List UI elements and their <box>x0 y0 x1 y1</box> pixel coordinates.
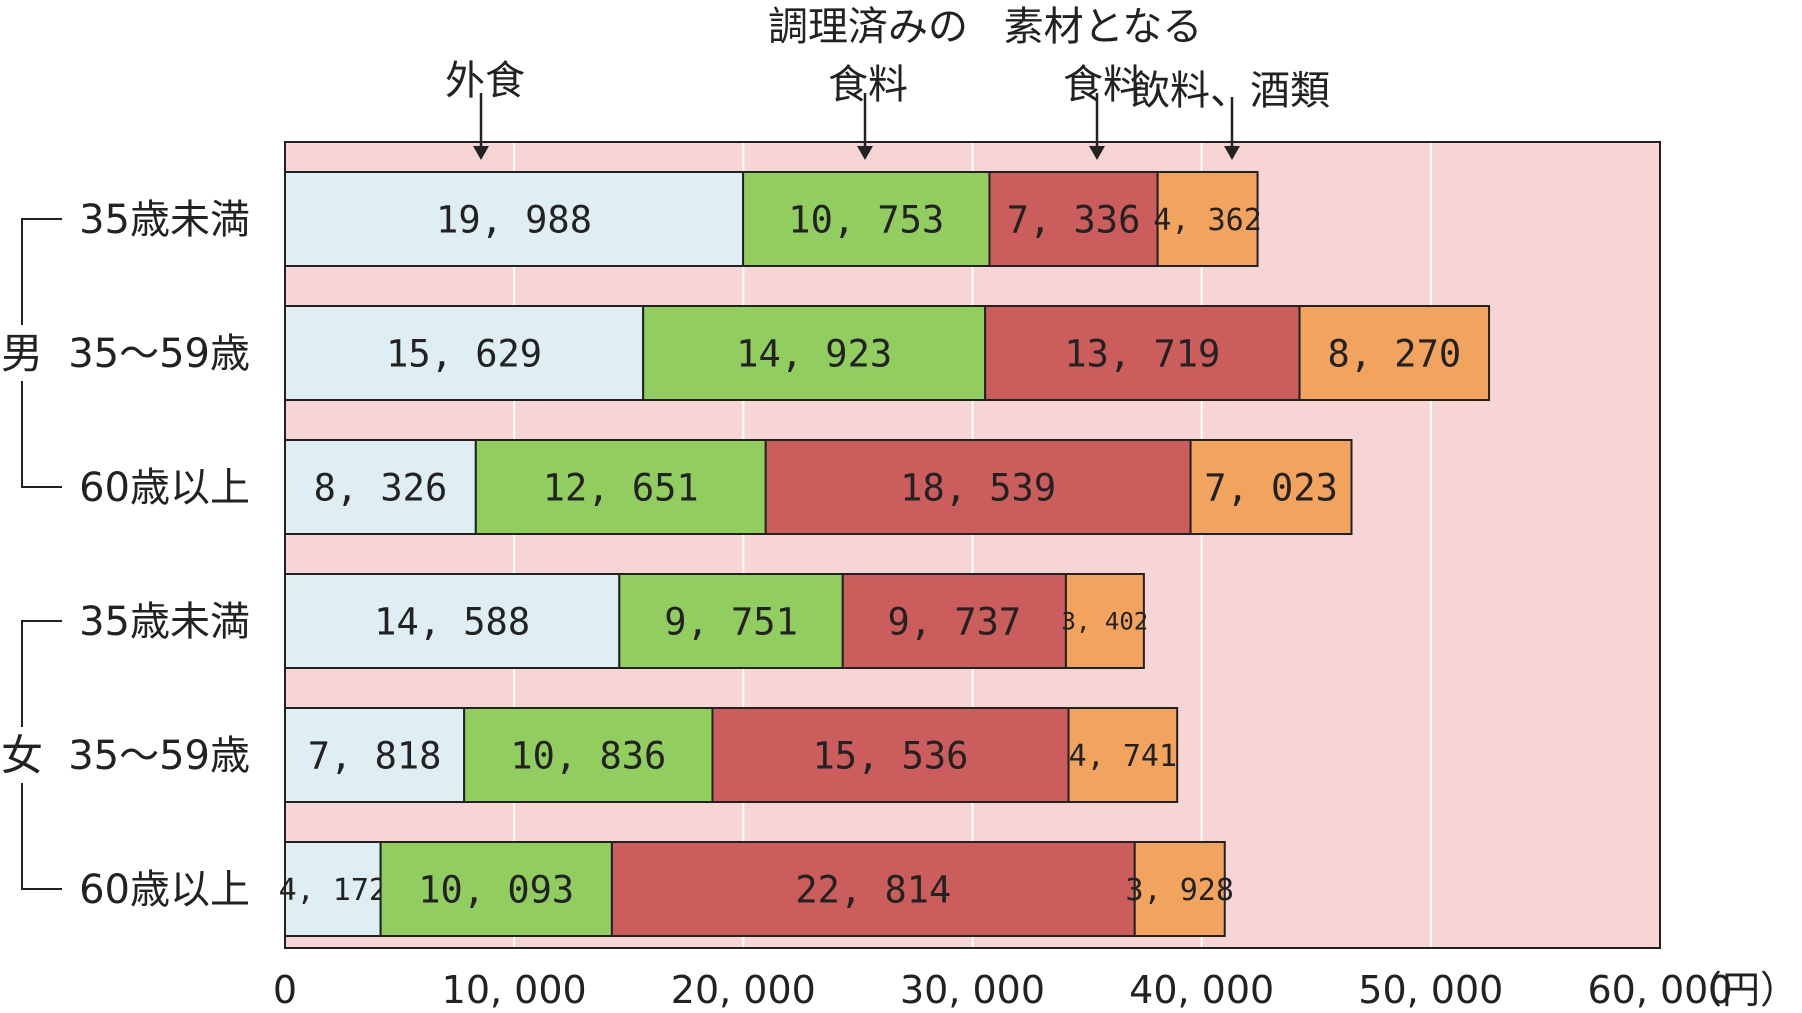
x-tick-label: 50, 000 <box>1358 968 1503 1012</box>
group-label: 男 <box>1 329 43 378</box>
bar-segment <box>764 439 1192 535</box>
bar-segment <box>618 573 844 669</box>
category-label: 35歳未満 <box>79 197 250 243</box>
bar-segment <box>474 439 767 535</box>
category-label: 35歳未満 <box>79 599 250 645</box>
bar-segment <box>610 841 1136 937</box>
category-label: 60歳以上 <box>79 867 250 913</box>
category-label: 60歳以上 <box>79 465 250 511</box>
bar-segment <box>463 707 714 803</box>
x-axis-unit: （円） <box>1684 968 1798 1012</box>
bar-value-label: 8, 270 <box>1327 332 1461 375</box>
grid-lines <box>513 142 1432 948</box>
bar-value-label: 14, 588 <box>374 600 530 643</box>
group-bracket <box>21 381 62 488</box>
bar-value-label: 10, 836 <box>510 734 666 777</box>
bar-value-label: 15, 629 <box>386 332 542 375</box>
bar-segment <box>742 171 991 267</box>
bar-value-label: 4, 172 <box>279 873 387 908</box>
group-bracket <box>21 218 62 325</box>
legend-arrow-head <box>857 146 873 160</box>
bar-value-label: 13, 719 <box>1064 332 1220 375</box>
group-label: 女 <box>1 731 43 780</box>
category-labels: 35歳未満 35～59歳 60歳以上 35歳未満 35～59歳 60歳以上 男女 <box>1 197 250 913</box>
bar-value-label: 22, 814 <box>795 868 951 911</box>
bar-value-label: 10, 753 <box>788 198 944 241</box>
group-bracket <box>21 620 62 727</box>
bars: 19, 988 10, 753 7, 336 4, 362 15, 629 14, 923… <box>279 171 1491 937</box>
legend-label: 素材となる <box>1004 4 1203 50</box>
x-axis-ticks: 0 10, 000 20, 000 30, 000 40, 000 50, 000 60, … <box>273 968 1798 1012</box>
bar-value-label: 7, 023 <box>1204 466 1338 509</box>
x-tick-label: 40, 000 <box>1129 968 1274 1012</box>
bar-value-label: 19, 988 <box>436 198 592 241</box>
bar-value-label: 3, 928 <box>1126 873 1234 908</box>
bar-segment <box>284 707 466 803</box>
bar-value-label: 10, 093 <box>418 868 574 911</box>
bar-value-label: 7, 818 <box>308 734 442 777</box>
x-tick-label: 30, 000 <box>900 968 1045 1012</box>
bar-segment <box>1156 171 1259 267</box>
legend-label: 調理済みの <box>768 4 968 50</box>
bar-value-label: 18, 539 <box>900 466 1056 509</box>
legend-arrow-head <box>1089 146 1105 160</box>
bar-segment <box>1133 841 1226 937</box>
legend-label: 食料 <box>1063 62 1143 108</box>
legend-label: 飲料、酒類 <box>1130 68 1330 114</box>
bar-value-label: 9, 737 <box>888 600 1022 643</box>
bar-value-label: 14, 923 <box>736 332 892 375</box>
plot-border <box>284 141 1661 949</box>
x-tick-label: 60, 000 <box>1587 968 1732 1012</box>
bar-value-label: 9, 751 <box>664 600 798 643</box>
bar-segment <box>841 573 1067 669</box>
bar-value-label: 15, 536 <box>813 734 969 777</box>
x-tick-label: 10, 000 <box>442 968 587 1012</box>
bar-value-label: 4, 362 <box>1153 203 1261 238</box>
bar-segment <box>1067 707 1179 803</box>
x-tick-label: 20, 000 <box>671 968 816 1012</box>
legend-label: 外食 <box>445 58 525 104</box>
legend-label: 食料 <box>828 62 908 108</box>
bar-segment <box>1189 439 1353 535</box>
legend-arrow-head <box>473 146 489 160</box>
bar-segment <box>284 573 621 669</box>
bar-value-label: 4, 741 <box>1069 739 1177 774</box>
bar-segment <box>379 841 613 937</box>
bar-value-label: 7, 336 <box>1007 198 1141 241</box>
bar-value-label: 3, 402 <box>1062 608 1149 636</box>
group-bracket <box>21 783 62 890</box>
bar-segment <box>642 305 987 401</box>
category-label: 35～59歳 <box>68 331 250 377</box>
bar-segment <box>1064 573 1145 669</box>
bar-value-label: 8, 326 <box>314 466 448 509</box>
bar-value-label: 12, 651 <box>543 466 699 509</box>
category-label: 35～59歳 <box>68 733 250 779</box>
bar-segment <box>988 171 1159 267</box>
bar-segment <box>1298 305 1491 401</box>
bar-segment <box>984 305 1301 401</box>
x-tick-label: 0 <box>273 968 297 1012</box>
legend-arrow-head <box>1224 146 1240 160</box>
